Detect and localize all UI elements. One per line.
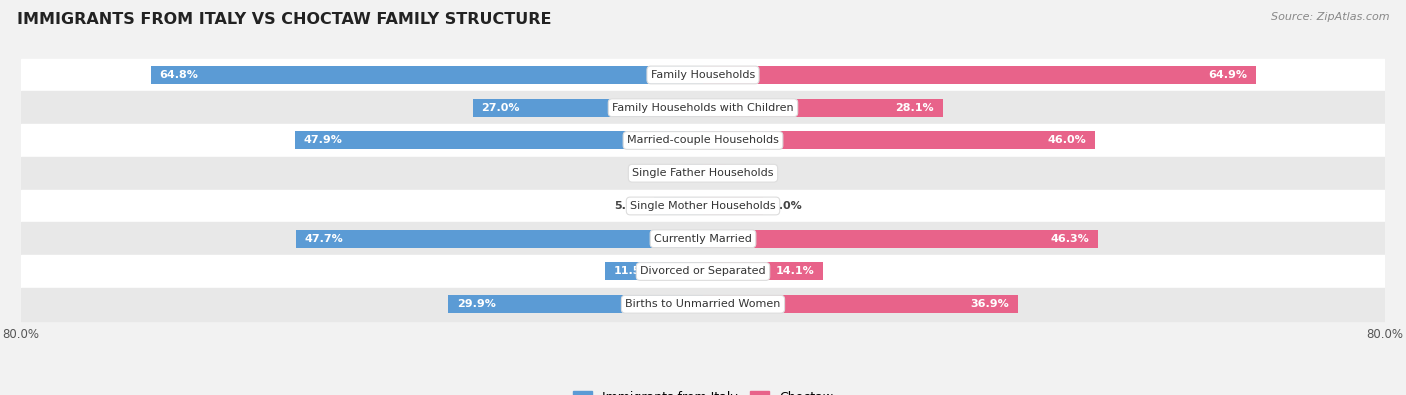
Bar <box>449 295 703 313</box>
Bar <box>21 190 1385 222</box>
Text: Divorced or Separated: Divorced or Separated <box>640 267 766 276</box>
Bar <box>21 157 1385 190</box>
Text: 29.9%: 29.9% <box>457 299 495 309</box>
Text: 7.0%: 7.0% <box>772 201 801 211</box>
Text: Births to Unmarried Women: Births to Unmarried Women <box>626 299 780 309</box>
Bar <box>703 230 1098 248</box>
Text: 27.0%: 27.0% <box>481 103 520 113</box>
Bar <box>703 132 1095 149</box>
Legend: Immigrants from Italy, Choctaw: Immigrants from Italy, Choctaw <box>574 391 832 395</box>
Bar <box>703 66 1256 84</box>
Bar <box>703 99 942 117</box>
Bar <box>21 124 1385 157</box>
Text: Source: ZipAtlas.com: Source: ZipAtlas.com <box>1271 12 1389 22</box>
Bar <box>654 197 703 215</box>
Text: 46.0%: 46.0% <box>1047 135 1087 145</box>
Text: 5.8%: 5.8% <box>614 201 645 211</box>
Bar <box>703 197 762 215</box>
Bar <box>703 295 1018 313</box>
Text: 14.1%: 14.1% <box>776 267 814 276</box>
Text: Married-couple Households: Married-couple Households <box>627 135 779 145</box>
Bar <box>21 255 1385 288</box>
Bar <box>605 263 703 280</box>
Text: 47.7%: 47.7% <box>305 234 343 244</box>
Bar <box>703 164 725 182</box>
Text: Family Households with Children: Family Households with Children <box>612 103 794 113</box>
Bar <box>703 263 823 280</box>
Text: IMMIGRANTS FROM ITALY VS CHOCTAW FAMILY STRUCTURE: IMMIGRANTS FROM ITALY VS CHOCTAW FAMILY … <box>17 12 551 27</box>
Text: 11.5%: 11.5% <box>613 267 652 276</box>
Text: 2.1%: 2.1% <box>645 168 676 178</box>
Bar <box>21 288 1385 321</box>
Bar <box>21 222 1385 255</box>
Bar <box>21 91 1385 124</box>
Text: Family Households: Family Households <box>651 70 755 80</box>
Bar <box>472 99 703 117</box>
Bar <box>685 164 703 182</box>
Text: 46.3%: 46.3% <box>1050 234 1090 244</box>
Text: 64.8%: 64.8% <box>159 70 198 80</box>
Bar <box>295 132 703 149</box>
Bar <box>21 58 1385 91</box>
Text: 2.7%: 2.7% <box>734 168 765 178</box>
Text: 64.9%: 64.9% <box>1209 70 1247 80</box>
Text: 28.1%: 28.1% <box>896 103 934 113</box>
Text: 47.9%: 47.9% <box>304 135 342 145</box>
Text: 36.9%: 36.9% <box>970 299 1010 309</box>
Bar <box>150 66 703 84</box>
Bar <box>297 230 703 248</box>
Text: Single Father Households: Single Father Households <box>633 168 773 178</box>
Text: Currently Married: Currently Married <box>654 234 752 244</box>
Text: Single Mother Households: Single Mother Households <box>630 201 776 211</box>
